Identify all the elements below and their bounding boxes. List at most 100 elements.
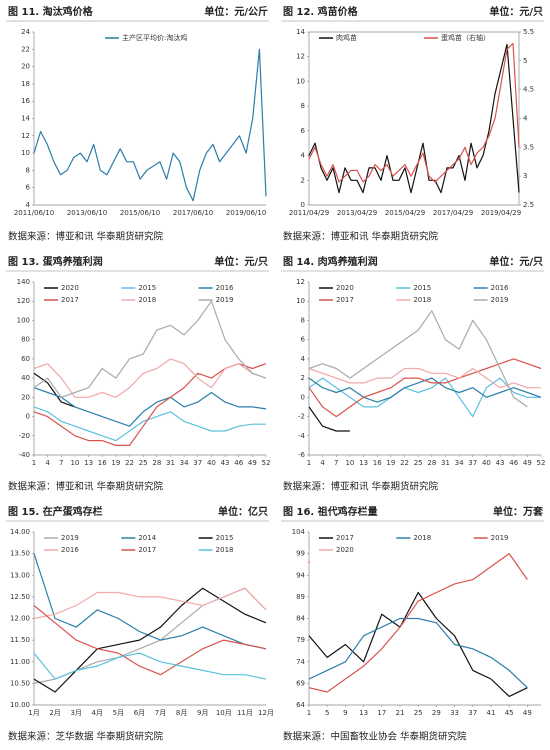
y-tick-label: 12 — [21, 132, 30, 140]
y-tick-label: 13.50 — [10, 550, 30, 558]
x-tick-label: 9 — [343, 709, 347, 717]
y-tick-label: 12.50 — [10, 593, 30, 601]
x-tick-label: 9月 — [197, 709, 208, 717]
y-tick-label: 10.00 — [10, 701, 30, 709]
series-line — [33, 387, 267, 427]
unit: 单位：亿只 — [218, 505, 268, 518]
figure-title: 图 14. 肉鸡养殖利润 — [283, 255, 378, 268]
figure-title: 图 12. 鸡苗价格 — [283, 5, 359, 18]
x-tick-label: 2017/04/29 — [433, 209, 473, 217]
x-tick-label: 34 — [180, 459, 189, 467]
x-tick-label: 21 — [396, 709, 405, 717]
legend-label: 2019 — [491, 534, 509, 542]
series-line — [33, 300, 267, 398]
x-tick-label: 37 — [193, 459, 202, 467]
legend-label: 2018 — [413, 534, 431, 542]
x-tick-label: 46 — [234, 459, 243, 467]
x-tick-label: 1 — [307, 459, 311, 467]
series-line — [308, 310, 528, 408]
figure-title: 图 15. 在产蛋鸡存栏 — [8, 505, 103, 518]
y-tick-label: 79 — [296, 636, 305, 644]
figure-title: 图 16. 祖代鸡存栏量 — [283, 505, 378, 518]
y-tick-label: 84 — [296, 615, 305, 623]
y-tick-label: 4 — [301, 355, 306, 363]
y-tick-label: 8 — [301, 316, 305, 324]
legend-label: 2016 — [61, 546, 79, 554]
x-tick-label: 2015/04/29 — [385, 209, 425, 217]
x-tick-label: 16 — [373, 459, 382, 467]
x-tick-label: 12月 — [258, 709, 274, 717]
y-tick-label: 8 — [301, 102, 305, 110]
x-tick-label: 28 — [152, 459, 161, 467]
y2-tick-label: 2.5 — [523, 201, 534, 209]
series-line — [33, 406, 266, 442]
x-tick-label: 2月 — [49, 709, 60, 717]
x-tick-label: 34 — [455, 459, 464, 467]
source: 数据来源：博亚和讯 华泰期货研究院 — [283, 481, 439, 493]
y-tick-label: 12 — [296, 53, 305, 61]
series-line — [308, 358, 542, 418]
y-tick-label: 4 — [26, 201, 31, 209]
x-tick-label: 29 — [432, 709, 441, 717]
legend-label: 2019 — [216, 296, 234, 304]
x-tick-label: 40 — [207, 459, 216, 467]
x-tick-label: 49 — [523, 459, 532, 467]
y-tick-label: 6 — [301, 127, 306, 135]
y-tick-label: 12.00 — [10, 615, 30, 623]
y-tick-label: 12 — [296, 278, 305, 286]
series-line — [33, 587, 267, 620]
x-tick-label: 3月 — [70, 709, 81, 717]
x-tick-label: 2019/04/29 — [481, 209, 521, 217]
x-tick-label: 13 — [359, 709, 368, 717]
x-tick-label: 2019/06/10 — [226, 209, 266, 217]
source: 数据来源：芝华数据 华泰期货研究院 — [8, 731, 164, 743]
y-tick-label: 60 — [21, 355, 30, 363]
y-tick-label: 18 — [21, 80, 30, 88]
x-tick-label: 2017/06/10 — [173, 209, 213, 217]
y-tick-label: 13.00 — [10, 571, 30, 579]
x-tick-label: 2011/06/10 — [14, 209, 54, 217]
series-line — [308, 591, 528, 697]
y-tick-label: 120 — [17, 297, 30, 305]
x-tick-label: 43 — [221, 459, 230, 467]
y-tick-label: 20 — [21, 393, 30, 401]
series-line — [33, 48, 267, 202]
series-line — [33, 652, 267, 680]
y-tick-label: 11.50 — [10, 636, 30, 644]
x-tick-label: 4 — [320, 459, 325, 467]
y2-tick-label: 4.5 — [523, 86, 534, 94]
x-tick-label: 5月 — [113, 709, 124, 717]
x-tick-label: 13 — [359, 459, 368, 467]
y-tick-label: 16 — [21, 97, 30, 105]
y-tick-label: 10 — [296, 77, 305, 85]
y-tick-label: 69 — [296, 679, 305, 687]
legend-label: 2018 — [138, 296, 156, 304]
y2-tick-label: 5 — [523, 57, 527, 65]
legend-label: 2017 — [336, 534, 354, 542]
x-tick-label: 7月 — [155, 709, 166, 717]
y-tick-label: 0 — [301, 393, 305, 401]
y-tick-label: 89 — [296, 593, 305, 601]
series-line — [308, 406, 350, 432]
series-line — [33, 372, 76, 408]
legend-label: 2020 — [61, 284, 79, 292]
legend-label: 2014 — [138, 534, 156, 542]
x-tick-label: 31 — [441, 459, 450, 467]
unit: 单位：元/公斤 — [204, 5, 268, 18]
y-tick-label: 10 — [21, 149, 30, 157]
x-tick-label: 22 — [400, 459, 409, 467]
unit: 单位：万套 — [493, 505, 544, 518]
x-tick-label: 52 — [537, 459, 546, 467]
x-tick-label: 5 — [325, 709, 329, 717]
series-line — [33, 587, 267, 693]
legend-label: 主产区平均价:淘汰鸡 — [122, 33, 187, 42]
series-line — [33, 358, 267, 398]
y-tick-label: 14.00 — [10, 528, 30, 536]
series-line — [308, 617, 528, 689]
y2-tick-label: 3 — [523, 172, 527, 180]
x-tick-label: 10月 — [216, 709, 232, 717]
x-tick-label: 7 — [59, 459, 63, 467]
y-tick-label: 80 — [21, 336, 30, 344]
x-tick-label: 37 — [468, 459, 477, 467]
x-tick-label: 43 — [496, 459, 505, 467]
